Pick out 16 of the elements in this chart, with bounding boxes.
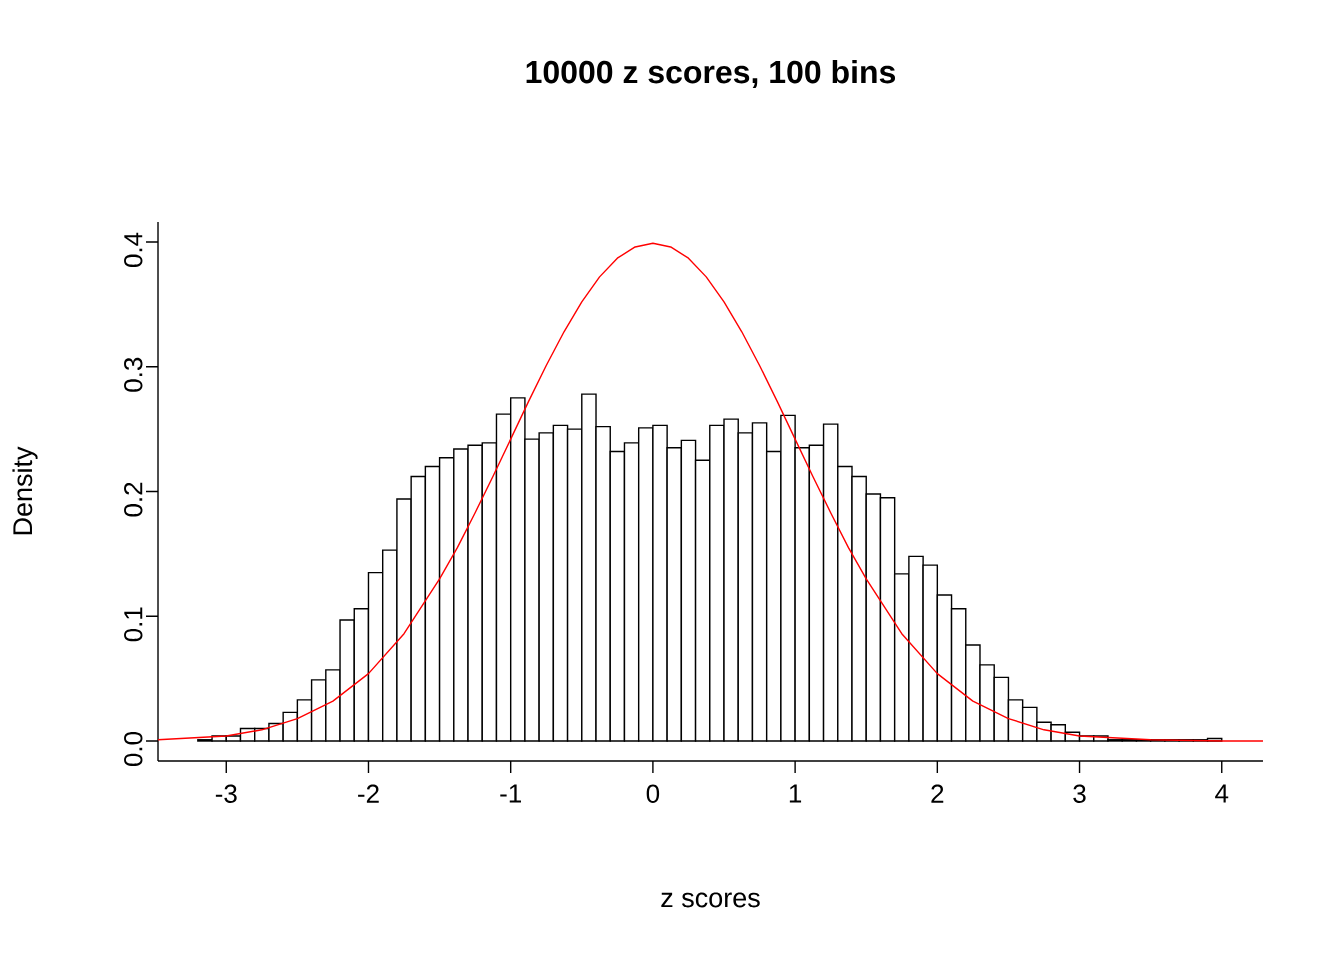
x-tick-label: -2 bbox=[358, 784, 379, 803]
x-tick-label: 4 bbox=[1215, 784, 1229, 803]
x-tick-label: 1 bbox=[789, 784, 802, 803]
chart-title: 10000 z scores, 100 bins bbox=[526, 59, 896, 89]
x-axis-title: z scores bbox=[661, 892, 760, 908]
x-tick-label: 2 bbox=[931, 784, 944, 803]
x-tick-label: 0 bbox=[646, 784, 660, 803]
y-tick-label: 0.2 bbox=[124, 482, 143, 517]
x-tick-label: 3 bbox=[1073, 784, 1086, 803]
y-tick-label: 0.0 bbox=[124, 731, 143, 767]
x-tick-label: -3 bbox=[215, 784, 237, 803]
y-tick-label: 0.4 bbox=[124, 232, 143, 267]
y-tick-label: 0.3 bbox=[124, 357, 143, 392]
y-axis-title: Density bbox=[12, 446, 38, 535]
y-tick-label: 0.1 bbox=[124, 607, 143, 642]
x-tick-label: -1 bbox=[500, 784, 521, 803]
